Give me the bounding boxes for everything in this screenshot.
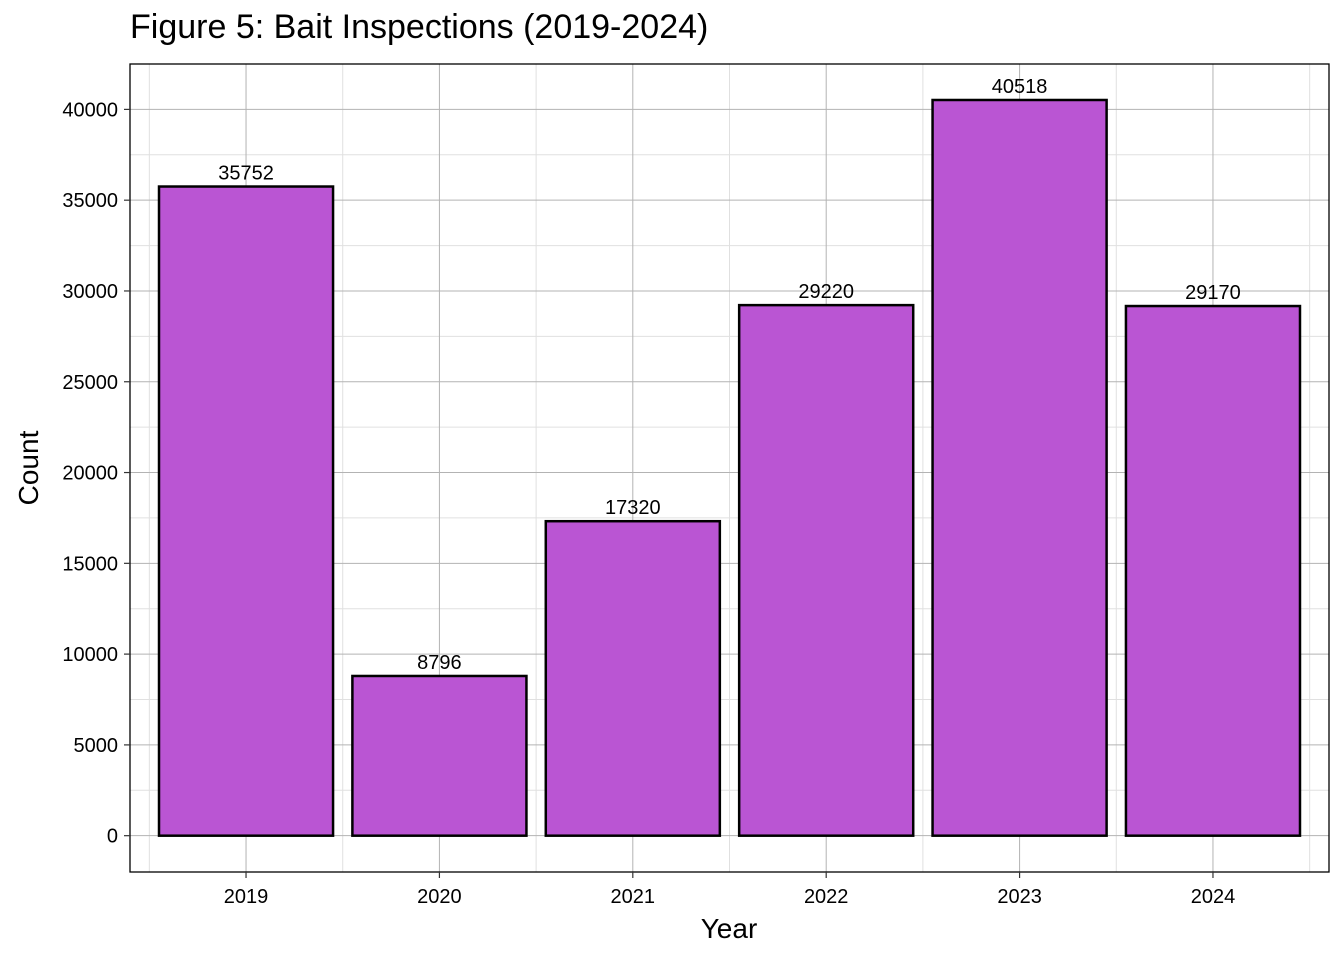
y-tick-label: 15000 [62,553,118,575]
data-label-2021: 17320 [605,497,661,519]
y-axis-title: Count [13,430,44,505]
y-tick-label: 30000 [62,281,118,303]
y-tick-label: 40000 [62,99,118,121]
bar-2022 [737,303,915,837]
x-tick-label: 2023 [997,886,1042,908]
bar-2024 [1124,304,1302,837]
axes-layer: 0 5000 10000 15000 20000 25000 30000 35000 40000… [62,63,1330,908]
y-tick-label: 25000 [62,372,118,394]
y-tick-label: 10000 [62,644,118,666]
y-tick-label: 5000 [74,735,119,757]
y-tick-label: 20000 [62,463,118,485]
y-tick-label: 35000 [62,190,118,212]
x-tick-label: 2021 [611,886,656,908]
x-tick-label: 2020 [417,886,462,908]
data-label-2024: 29170 [1185,282,1241,304]
x-tick-label: 2022 [804,886,849,908]
data-label-2020: 8796 [417,652,462,674]
data-label-2022: 29220 [798,281,854,303]
data-labels-layer: 35752 8796 17320 29220 40518 29170 [218,76,1241,674]
data-label-2019: 35752 [218,163,274,185]
bar-2019 [157,185,335,837]
chart-title: Figure 5: Bait Inspections (2019-2024) [130,8,709,46]
data-label-2023: 40518 [992,76,1048,98]
panel-border [129,63,1330,873]
bar-2023 [931,98,1108,837]
bar-2021 [544,519,722,837]
x-axis-title: Year [701,913,758,944]
x-tick-label: 2019 [224,886,269,908]
x-tick-label: 2024 [1191,886,1236,908]
bars-layer [157,98,1302,837]
bar-2020 [351,674,528,837]
y-tick-label: 0 [107,826,118,848]
